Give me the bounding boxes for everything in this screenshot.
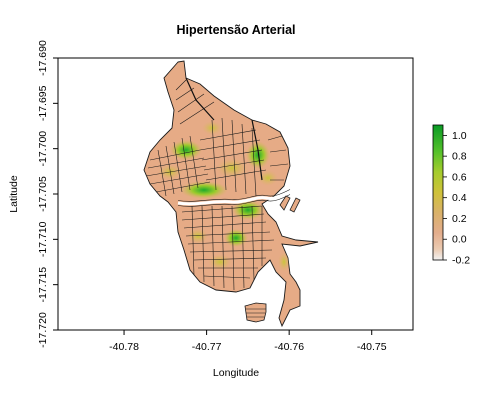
x-axis: -40.78 -40.77 -40.76 -40.75 [109,330,387,353]
city-map [143,60,319,328]
legend-tick-label: 1.0 [452,130,467,142]
island-east-1 [279,195,291,211]
legend-colorbar [432,124,444,261]
legend-tick-label: 0.8 [452,151,467,163]
y-tick-label: -17.705 [37,176,49,212]
legend-ticks: 1.0 0.8 0.6 0.4 0.2 0.0 -0.2 [443,130,470,267]
y-tick-label: -17.715 [37,267,49,303]
legend-tick-label: 0.4 [452,192,467,204]
island-south [244,302,267,323]
y-axis-label: Latitude [8,175,20,213]
y-tick-label: -17.710 [37,221,49,257]
legend-tick-label: 0.0 [452,234,467,246]
legend-tick-label: 0.6 [452,171,467,183]
x-axis-label: Longitude [213,367,259,379]
city-region [143,60,319,328]
y-tick-label: -17.690 [37,40,49,76]
legend-tick-label: 0.2 [452,213,467,225]
x-tick-label: -40.75 [357,341,387,353]
x-tick-label: -40.78 [109,341,139,353]
street-grid [145,79,289,291]
chart-title: Hipertensão Arterial [176,23,295,37]
island-east-2 [289,197,301,213]
color-legend: 1.0 0.8 0.6 0.4 0.2 0.0 -0.2 [432,124,470,267]
x-tick-label: -40.77 [192,341,222,353]
y-axis: -17.690 -17.695 -17.700 -17.705 -17.710 -17.7… [37,40,58,348]
legend-tick-label: -0.2 [452,255,470,267]
y-tick-label: -17.695 [37,85,49,121]
y-tick-label: -17.720 [37,312,49,348]
x-tick-label: -40.76 [274,341,304,353]
river [177,190,291,206]
y-tick-label: -17.700 [37,131,49,167]
